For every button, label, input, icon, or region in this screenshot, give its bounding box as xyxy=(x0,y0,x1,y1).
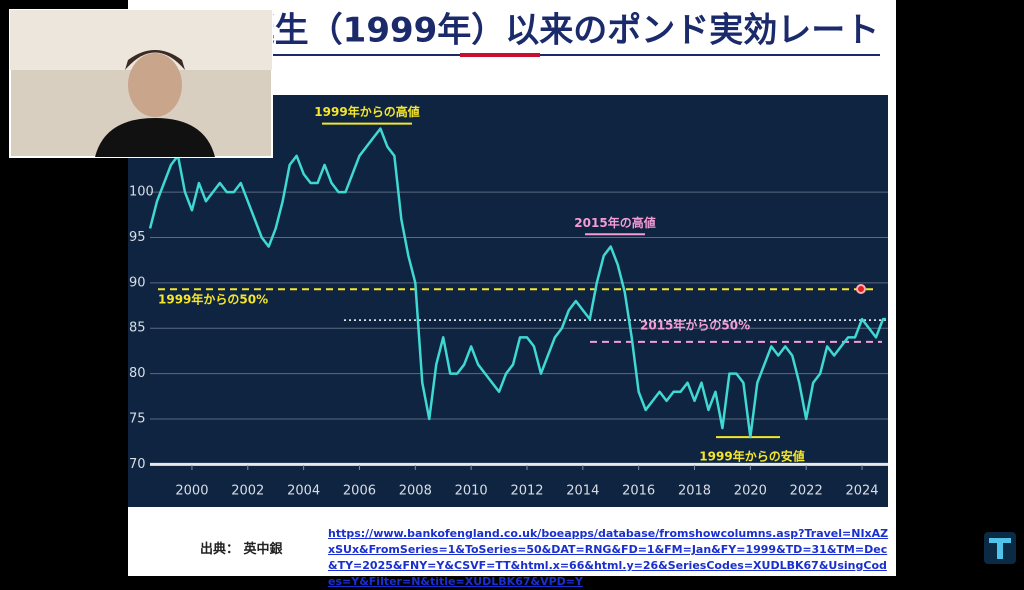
x-tick-label: 2016 xyxy=(622,484,655,499)
slide-title: 誕生（1999年）以来のポンド実効レート xyxy=(241,11,880,51)
channel-logo-t xyxy=(989,538,1011,559)
x-tick-label: 2002 xyxy=(231,484,264,499)
x-tick-label: 2020 xyxy=(734,484,767,499)
annotation: 1999年からの安値 xyxy=(699,449,804,464)
y-tick-label: 100 xyxy=(129,185,154,200)
x-tick-label: 2008 xyxy=(399,484,432,499)
x-tick-label: 2000 xyxy=(175,484,208,499)
x-tick-label: 2010 xyxy=(455,484,488,499)
y-tick-label: 75 xyxy=(129,412,146,427)
x-tick-label: 2004 xyxy=(287,484,320,499)
webcam-body xyxy=(95,118,215,157)
y-tick-label: 70 xyxy=(129,457,146,472)
annotation: 2015年からの50% xyxy=(640,317,750,332)
x-tick-label: 2018 xyxy=(678,484,711,499)
webcam-hair xyxy=(125,50,185,70)
slide: 誕生（1999年）以来のポンド実効レート 70 75 80 85 90 95 100 2000… xyxy=(9,0,1016,576)
x-tick-label: 2014 xyxy=(566,484,599,499)
source-link[interactable]: https://www.bankofengland.co.uk/boeapps/… xyxy=(328,527,889,588)
source-label: 出典： 英中銀 xyxy=(200,542,283,557)
annotation: 1999年からの50% xyxy=(158,292,268,307)
screen: {"chart_data": {"type": "line", "title":… xyxy=(9,0,1016,588)
y-tick-label: 80 xyxy=(129,366,146,381)
x-tick-label: 2024 xyxy=(845,484,878,499)
x-tick-label: 2022 xyxy=(790,484,823,499)
webcam-face xyxy=(128,53,182,117)
y-tick-label: 95 xyxy=(129,230,146,245)
y-tick-label: 90 xyxy=(129,275,146,290)
x-tick-label: 2012 xyxy=(510,484,543,499)
title-rule-accent xyxy=(460,53,540,57)
x-tick-label: 2006 xyxy=(343,484,376,499)
data-line xyxy=(148,127,887,439)
chart-panel xyxy=(128,95,888,507)
annotation: 1999年からの高値 xyxy=(314,104,419,119)
annotation: 2015年の高値 xyxy=(574,215,655,230)
y-tick-label: 85 xyxy=(129,321,146,336)
pointer-dot xyxy=(856,284,866,294)
title-rule xyxy=(272,54,880,56)
